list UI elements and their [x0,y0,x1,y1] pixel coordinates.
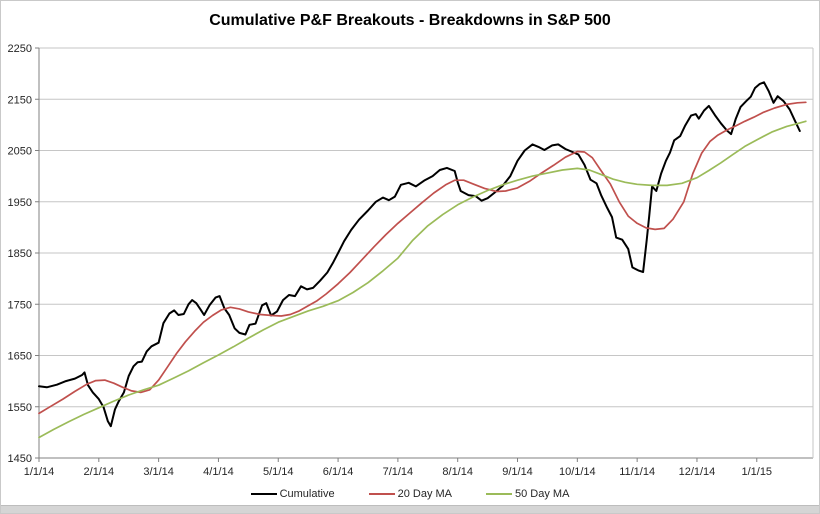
legend-label-50-day-ma: 50 Day MA [515,488,570,500]
svg-text:7/1/14: 7/1/14 [383,466,414,478]
svg-text:8/1/14: 8/1/14 [442,466,473,478]
svg-text:1750: 1750 [8,299,32,311]
series-line-50-day-ma [38,120,807,439]
series-line-20-day-ma [38,101,807,415]
chart-title: Cumulative P&F Breakouts - Breakdowns in… [209,12,611,29]
window-bottom-strip [1,505,819,513]
svg-text:11/1/14: 11/1/14 [619,466,655,478]
legend-label-cumulative: Cumulative [279,488,335,500]
svg-text:2250: 2250 [8,43,32,55]
svg-text:2050: 2050 [8,146,32,158]
svg-text:5/1/14: 5/1/14 [263,466,294,478]
svg-text:12/1/14: 12/1/14 [679,466,716,478]
series-line-cumulative [38,81,801,428]
svg-text:10/1/14: 10/1/14 [559,466,596,478]
svg-text:1450: 1450 [8,453,32,465]
svg-text:1/1/14: 1/1/14 [24,466,55,478]
svg-text:1/1/15: 1/1/15 [741,466,772,478]
chart-legend: Cumulative 20 Day MA 50 Day MA [1,488,819,500]
legend-item-50-day-ma: 50 Day MA [486,488,569,500]
cumulative-line-swatch [250,493,277,495]
svg-text:6/1/14: 6/1/14 [323,466,354,478]
50-day-ma-line-swatch [486,493,513,495]
svg-text:1950: 1950 [8,197,32,209]
svg-text:2/1/14: 2/1/14 [84,466,115,478]
legend-item-cumulative: Cumulative [250,488,335,500]
svg-text:4/1/14: 4/1/14 [203,466,234,478]
svg-text:2150: 2150 [8,94,32,106]
svg-text:1550: 1550 [8,402,32,414]
legend-label-20-day-ma: 20 Day MA [397,488,453,500]
legend-item-20-day-ma: 20 Day MA [368,488,453,500]
svg-text:3/1/14: 3/1/14 [143,466,174,478]
20-day-ma-line-swatch [368,493,395,495]
svg-text:1850: 1850 [8,248,32,260]
svg-text:1650: 1650 [8,351,32,363]
svg-text:9/1/14: 9/1/14 [502,466,533,478]
